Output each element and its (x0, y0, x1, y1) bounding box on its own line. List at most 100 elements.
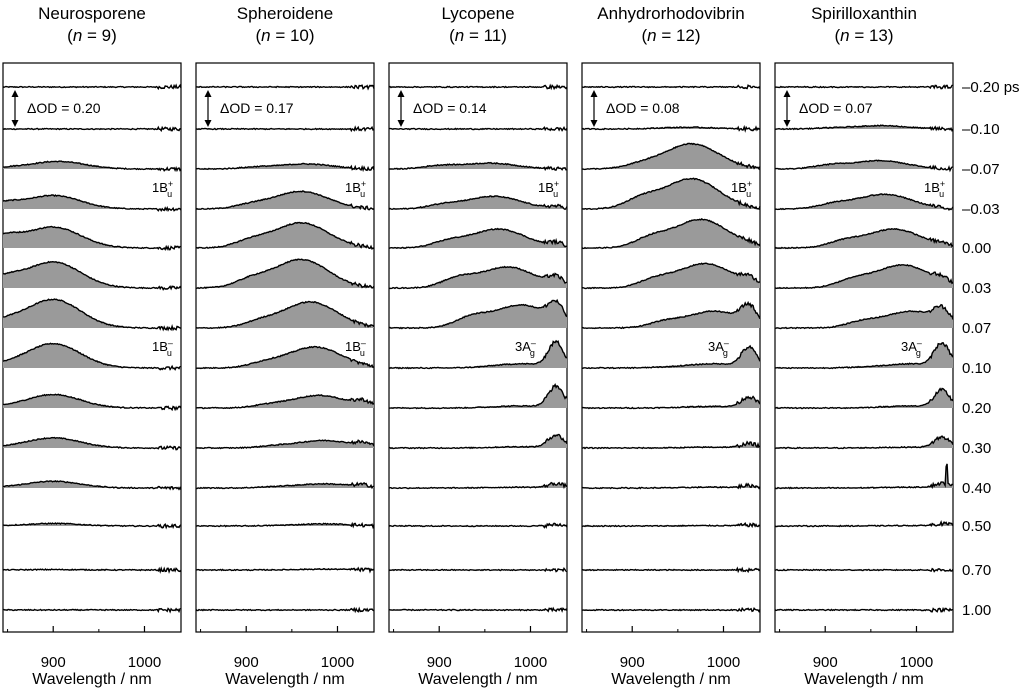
panel-2: Spheroidene (n = 10) ΔOD = 0.17 1B+ u 1B– u 900… (195, 4, 375, 688)
state-label: 1B+ u (538, 179, 559, 199)
delay-label: 0.00 (962, 240, 991, 257)
trace-line (195, 258, 375, 290)
trace-line (581, 344, 761, 370)
trace-line (774, 387, 954, 410)
panel-4: Anhydrorhodovibrin (n = 12) ΔOD = 0.08 1B+ u… (581, 4, 761, 688)
trace-line (195, 125, 375, 133)
trace-line (195, 345, 375, 370)
trace-fill (389, 196, 567, 210)
trace-line (3, 607, 182, 614)
trace-fill (3, 299, 181, 330)
trace-fill (775, 125, 953, 131)
x-tick-label: 900 (41, 654, 66, 671)
trace-line (581, 217, 761, 250)
state-label: 1B+ u (152, 179, 173, 199)
state-label: 3A– g (708, 338, 729, 358)
trace-fill (775, 194, 953, 210)
trace-line (388, 195, 568, 211)
trace-line (389, 125, 568, 132)
delay-label: 0.50 (962, 518, 991, 535)
trace-line (581, 440, 761, 450)
x-axis-label: Wavelength / nm (418, 671, 537, 688)
panel-1: Neurosporene (n = 9) ΔOD = 0.20 1B+ u 1B– u 900… (2, 4, 182, 688)
trace-line (195, 190, 375, 211)
delay-label: –0.03 (962, 201, 1000, 218)
trace-line (195, 394, 375, 410)
trace-line (581, 177, 761, 211)
trace-fill (582, 302, 760, 329)
trace-fill (582, 263, 760, 289)
trace-line (3, 393, 182, 412)
trace-fill (196, 222, 374, 249)
x-tick-label: 1000 (514, 654, 547, 671)
panel-title: Spheroidene (237, 4, 333, 23)
trace-fill (775, 160, 953, 171)
trace-line (774, 342, 954, 370)
scale-arrow-head-down (204, 120, 212, 127)
trace-line (581, 262, 761, 290)
trace-fill (775, 388, 953, 409)
trace-line (774, 84, 953, 90)
trace-line (195, 300, 375, 330)
trace-fill (3, 261, 181, 290)
delay-label: –0.10 (962, 121, 1000, 138)
panel-frame (195, 62, 375, 633)
delay-labels: –0.20 ps –0.10 –0.07 –0.03 0.00 0.03 0.07 0.10 0… (962, 79, 1020, 619)
trace-line (581, 606, 761, 613)
panel-title: Lycopene (441, 4, 514, 23)
trace-line (581, 300, 761, 330)
trace-line (2, 480, 182, 491)
trace-line (3, 298, 182, 332)
delay-label: 0.40 (962, 480, 991, 497)
trace-line (196, 481, 374, 490)
trace-line (388, 227, 568, 249)
x-tick-label: 900 (813, 654, 838, 671)
trace-fill (389, 266, 567, 289)
trace-line (2, 125, 182, 133)
state-label: 3A– g (901, 338, 922, 358)
trace-line (774, 303, 954, 330)
trace-line (2, 522, 182, 530)
trace-line (195, 162, 375, 173)
trace-fill (582, 346, 760, 369)
scale-arrow-head-down (397, 120, 405, 127)
trace-line (774, 435, 954, 450)
trace-line (388, 382, 568, 410)
panel-subtitle: (n = 9) (67, 26, 117, 45)
panel-title: Spirilloxanthin (811, 4, 917, 23)
trace-fill (582, 396, 760, 409)
panel-subtitle: (n = 12) (641, 26, 700, 45)
x-tick-label: 1000 (900, 654, 933, 671)
trace-line (388, 606, 568, 613)
state-label: 1B+ u (731, 179, 752, 199)
scale-arrow-head-down (11, 120, 19, 127)
trace-fill (196, 259, 374, 289)
trace-fill (3, 394, 181, 410)
trace-line (195, 439, 375, 450)
x-axis-label: Wavelength / nm (804, 671, 923, 688)
trace-line (581, 566, 761, 574)
delay-label: 0.07 (962, 320, 991, 337)
delay-label: 1.00 (962, 602, 991, 619)
trace-fill (3, 437, 181, 450)
panel-3: Lycopene (n = 11) ΔOD = 0.14 1B+ u 3A– g 900 100… (388, 4, 568, 688)
x-tick-label: 1000 (707, 654, 740, 671)
trace-line (774, 263, 954, 290)
trace-line (388, 481, 568, 490)
scale-arrow-head-up (11, 90, 19, 97)
trace-line (774, 193, 954, 212)
delta-od-label: ΔOD = 0.17 (220, 100, 294, 116)
trace-line (582, 142, 761, 171)
trace-line (195, 521, 375, 530)
panel-5: Spirilloxanthin (n = 13) ΔOD = 0.07 1B+ u 3A–… (774, 4, 954, 688)
delta-od-label: ΔOD = 0.14 (413, 100, 487, 116)
scale-arrow-head-up (590, 90, 598, 97)
trace-line (195, 221, 375, 251)
trace-line (2, 566, 182, 574)
delta-od-label: ΔOD = 0.20 (27, 100, 101, 116)
trace-line (2, 436, 182, 451)
trace-line (2, 83, 182, 91)
panel-subtitle: (n = 13) (834, 26, 893, 45)
trace-line (2, 160, 182, 173)
state-label: 1B+ u (345, 179, 366, 199)
